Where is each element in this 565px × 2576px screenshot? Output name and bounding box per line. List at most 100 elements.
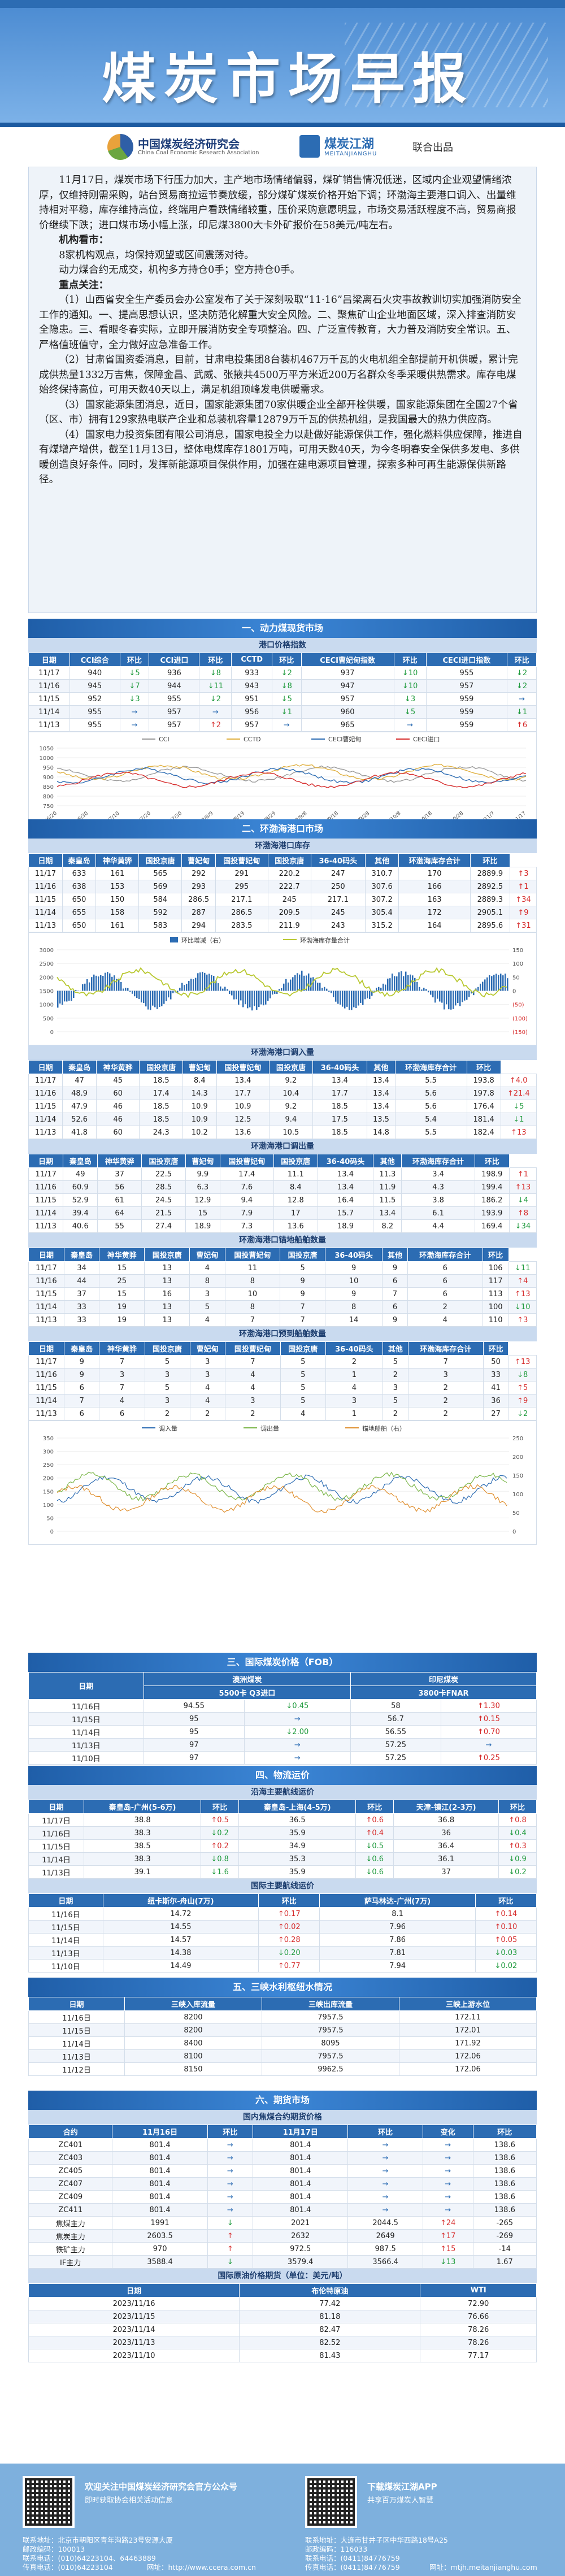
table-cell: 310.7 <box>364 867 399 880</box>
table-cell: ↓2 <box>271 666 302 680</box>
legend-label: 锚地船舶（右） <box>362 1424 406 1432</box>
table-cell: ↓8 <box>199 666 232 680</box>
col-header: 合约 <box>28 2125 113 2139</box>
table-cell: 11/16日 <box>28 1826 84 1840</box>
table-cell: 569 <box>138 880 182 893</box>
table-cell: 13 <box>144 1313 190 1327</box>
table-cell: 10.2 <box>182 1126 217 1139</box>
table-cell: 22.5 <box>141 1167 186 1181</box>
col-header: 国投曹妃甸 <box>219 1154 274 1168</box>
table-cell: 138.6 <box>472 2164 537 2178</box>
mtjh-name: 煤炭江湖 <box>324 137 375 151</box>
table-cell: 17.7 <box>312 1087 368 1100</box>
bar <box>150 991 151 1010</box>
table-row: 11/14日 14.57 ↑0.28 7.86 ↑0.05 <box>28 1933 537 1947</box>
table-cell: → <box>422 2164 473 2178</box>
bar <box>425 989 427 991</box>
col-header: 环比 <box>472 2125 537 2139</box>
table-cell: 220.2 <box>267 867 311 880</box>
table-cell: ↑0.70 <box>440 1725 537 1739</box>
table-cell: 12.5 <box>216 1113 270 1126</box>
table-cell: 11/17日 <box>28 1813 84 1827</box>
table-cell: ↑0.17 <box>258 1907 320 1921</box>
y-tick-label: 950 <box>43 765 54 771</box>
table-cell: 81.18 <box>239 2310 421 2323</box>
footer-right-title: 下载煤炭江湖APP <box>367 2482 437 2492</box>
table-cell: 14.49 <box>102 1959 259 1973</box>
table-cell: 21.5 <box>141 1206 186 1220</box>
series-line <box>56 765 527 783</box>
table-row: 2023/11/15 81.18 76.66 <box>28 2310 537 2323</box>
col-header: 环比 <box>393 653 427 667</box>
bar <box>466 991 468 1000</box>
table-cell: 11/13 <box>28 1219 64 1233</box>
table-cell: 5 <box>144 1381 190 1395</box>
mtjh-qr-code-icon[interactable] <box>305 2476 357 2528</box>
y-tick-label: 1500 <box>40 989 54 995</box>
table-cell: 957 <box>149 705 200 719</box>
table-cell: 138.6 <box>472 2203 537 2217</box>
footer-left-website[interactable]: 网址：http://www.ccera.com.cn <box>147 2563 256 2571</box>
col-header: 36-40码头 <box>310 853 366 867</box>
bar <box>190 979 192 991</box>
table-cell: 956 <box>231 705 272 719</box>
table-cell: 172.06 <box>398 2049 537 2063</box>
table-cell: → <box>207 2138 254 2152</box>
table-cell: 11/15 <box>28 1100 63 1113</box>
table-cell: 18.5 <box>312 1126 368 1139</box>
table-cell: 947 <box>301 679 394 693</box>
table-cell: 198.9 <box>474 1167 510 1181</box>
bar <box>84 983 86 991</box>
table-cell: 7 <box>64 1394 100 1408</box>
table-cell: 5 <box>280 1261 326 1275</box>
table-cell: 957 <box>425 679 508 693</box>
table-cell: 9 <box>64 1368 100 1382</box>
footer-right-website[interactable]: 网址：mtjh.meitanjianghu.com <box>429 2563 537 2571</box>
table-cell: 11/13 <box>28 1313 64 1327</box>
ccera-qr-code-icon[interactable] <box>23 2476 75 2528</box>
col-header: 环比 <box>507 653 537 667</box>
table-cell: 11/17 <box>28 1167 64 1181</box>
table-row: IF主力 3588.4 ↓ 3579.4 3566.4 ↓13 1.67 <box>28 2255 537 2269</box>
table-cell: 3 <box>189 1368 226 1382</box>
footer-left-phone: 联系电话：(010)64223104、64463889 <box>23 2554 156 2562</box>
table-cell: ↑4.0 <box>500 1074 537 1087</box>
table-cell: 9 <box>382 1261 408 1275</box>
bar <box>193 979 194 991</box>
table-cell: 2023/11/16 <box>28 2297 240 2310</box>
table-cell: 7 <box>99 1381 145 1395</box>
bar <box>260 991 262 1005</box>
legend: 调入量 调出量 锚地船舶（右） <box>142 1424 406 1432</box>
bar <box>91 977 93 991</box>
table-cell: ↑0.77 <box>258 1959 320 1973</box>
bar <box>342 991 344 1007</box>
section-title: 三、国际煤炭价格（FOB） <box>28 1653 537 1672</box>
table-cell: 11/14日 <box>28 1852 84 1866</box>
bar <box>362 991 364 1005</box>
bar <box>145 991 147 1007</box>
table-row: 11/16日 94.55 ↓0.45 58 ↑1.30 <box>28 1699 537 1713</box>
table-cell: ↑0.14 <box>475 1907 537 1921</box>
col-header: 日期 <box>28 1997 125 2011</box>
table-cell: 158 <box>95 906 140 919</box>
bar <box>249 991 251 1007</box>
table-cell: 955 <box>425 666 508 680</box>
table-cell: 197.8 <box>466 1087 501 1100</box>
table-cell: 11/14 <box>28 1206 64 1220</box>
port-outflow-table: 日期 秦皇岛 神华黄骅 国投京唐 曹妃甸 国投曹妃甸 国投京唐 36-40码头 其他 环渤海库存合… <box>28 1154 537 1233</box>
bar <box>89 982 90 991</box>
bar <box>109 973 111 991</box>
table-cell: 47 <box>62 1074 97 1087</box>
table-cell: 6.3 <box>185 1180 220 1194</box>
table-cell: 11/15 <box>28 893 63 906</box>
col-header: 国投曹妃甸 <box>215 853 268 867</box>
table-cell: ↓0.20 <box>258 1946 320 1960</box>
table-row: 11/14 7 4 3 4 3 5 3 5 2 36 ↑9 <box>28 1394 537 1408</box>
table-cell: 176.4 <box>466 1100 501 1113</box>
table-cell: 8.4 <box>182 1074 217 1087</box>
table-cell: → <box>422 2203 473 2217</box>
table-cell: 78.26 <box>420 2323 537 2336</box>
table-cell: 焦炭主力 <box>28 2229 113 2243</box>
bar <box>491 976 493 991</box>
